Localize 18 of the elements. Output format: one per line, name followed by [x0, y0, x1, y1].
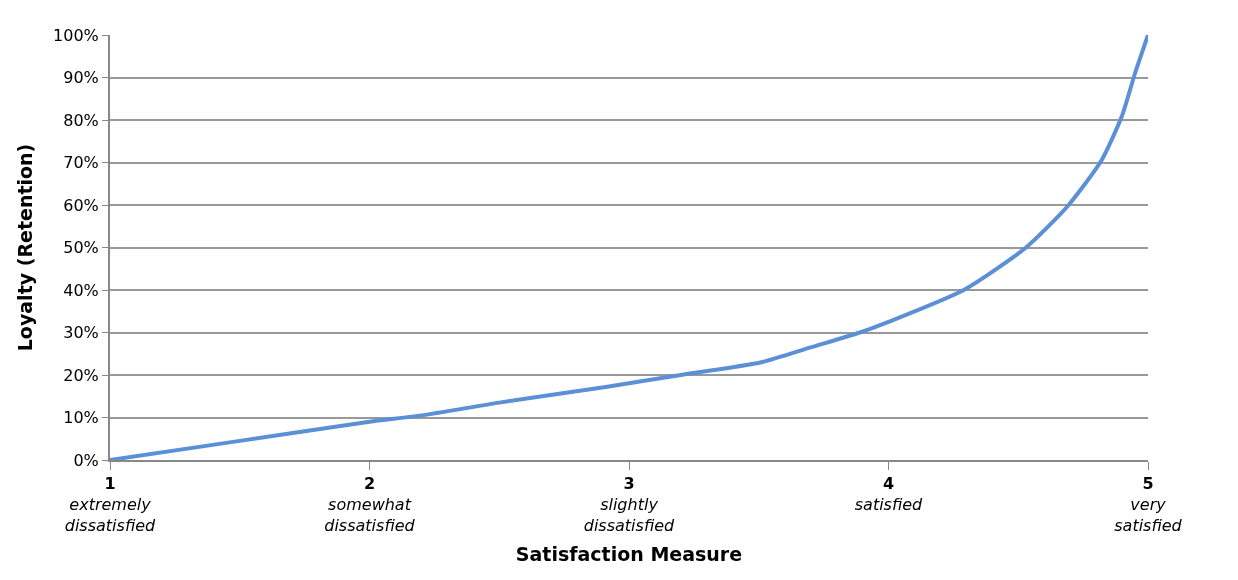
- y-tick-label: 30%: [63, 323, 99, 343]
- x-tick-label: 2 somewhat dissatisfied: [324, 474, 416, 535]
- y-tick-label: 40%: [63, 280, 99, 300]
- y-tick-label: 10%: [63, 408, 99, 428]
- x-tick-label: 5 very satisfied: [1114, 474, 1183, 535]
- y-tick-label: 50%: [63, 238, 99, 258]
- y-tick-label: 80%: [63, 110, 99, 130]
- x-tick-label: 1 extremely dissatisfied: [64, 474, 157, 535]
- y-tick-label: 20%: [63, 365, 99, 385]
- x-tick-label: 4 satisfied: [854, 474, 924, 514]
- x-tick-label: 3 slightly dissatisfied: [583, 474, 676, 535]
- y-axis-title: Loyalty (Retention): [14, 143, 37, 352]
- y-tick-label: 60%: [63, 195, 99, 215]
- y-tick-label: 100%: [53, 25, 99, 45]
- x-axis-title: Satisfaction Measure: [515, 543, 743, 566]
- y-tick-label: 70%: [63, 153, 99, 173]
- y-tick-label: 0%: [73, 450, 99, 470]
- y-tick-label: 90%: [63, 68, 99, 88]
